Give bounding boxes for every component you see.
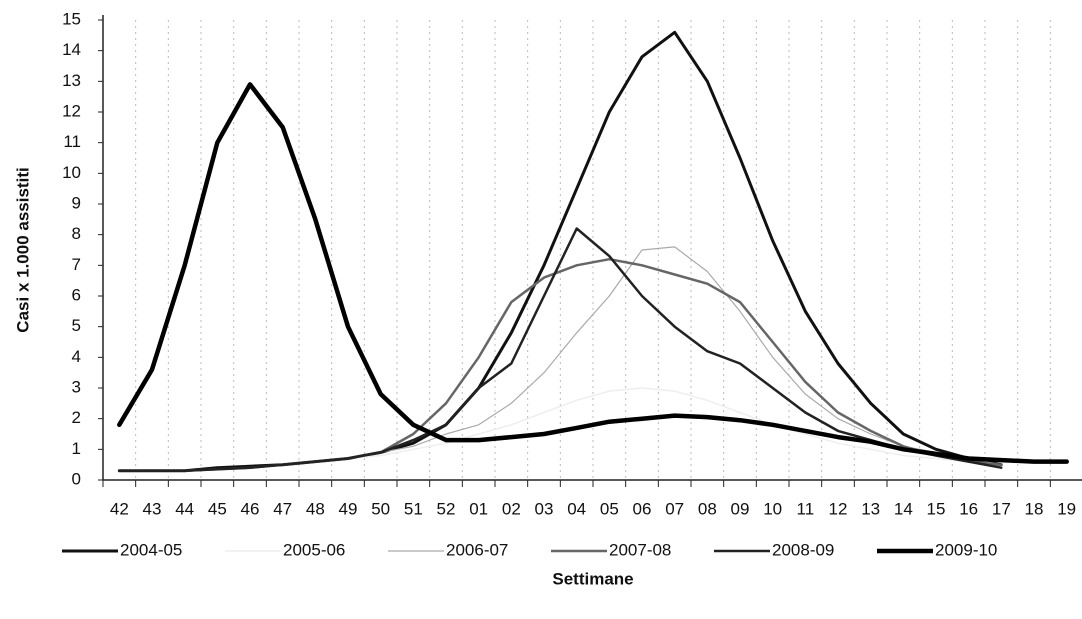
x-tick-label: 03 [535,499,554,518]
y-tick-label: 8 [72,224,81,243]
x-tick-label: 44 [175,499,194,518]
y-tick-label: 10 [62,163,81,182]
series-line [117,82,1069,464]
y-tick-label: 6 [72,285,81,304]
x-tick-label: 45 [208,499,227,518]
x-tick-label: 15 [927,499,946,518]
y-tick-label: 7 [72,255,81,274]
x-tick-label: 16 [959,499,978,518]
legend-label: 2007-08 [609,540,671,559]
y-tick-label: 15 [62,9,81,28]
x-tick-label: 47 [273,499,292,518]
y-tick-label: 2 [72,408,81,427]
x-tick-label: 17 [992,499,1011,518]
x-tick-label: 42 [110,499,129,518]
legend-label: 2009-10 [935,540,997,559]
x-tick-label: 13 [861,499,880,518]
y-tick-label: 9 [72,193,81,212]
legend-label: 2005-06 [283,540,345,559]
legend-label: 2006-07 [446,540,508,559]
x-axis-title: Settimane [552,569,633,588]
y-tick-label: 0 [72,469,81,488]
x-tick-label: 51 [404,499,423,518]
x-tick-label: 10 [763,499,782,518]
x-tick-label: 02 [502,499,521,518]
x-tick-label: 52 [437,499,456,518]
x-tick-label: 43 [143,499,162,518]
y-tick-label: 3 [72,377,81,396]
x-tick-label: 48 [306,499,325,518]
y-tick-label: 11 [63,132,81,151]
x-tick-label: 14 [894,499,913,518]
x-tick-label: 12 [829,499,848,518]
x-tick-label: 06 [633,499,652,518]
y-tick-label: 14 [62,40,81,59]
y-tick-label: 1 [72,439,81,458]
legend-label: 2004-05 [120,540,182,559]
x-tick-label: 19 [1057,499,1076,518]
x-tick-label: 46 [241,499,260,518]
y-axis-title: Casi x 1.000 assistiti [13,167,32,332]
series-line [118,246,1002,472]
x-tick-label: 07 [665,499,684,518]
y-tick-label: 12 [62,101,81,120]
legend-label: 2008-09 [772,540,834,559]
x-tick-label: 04 [567,499,586,518]
x-tick-label: 01 [469,499,488,518]
x-tick-label: 09 [731,499,750,518]
x-tick-label: 05 [600,499,619,518]
y-tick-label: 13 [62,71,81,90]
x-tick-label: 49 [339,499,358,518]
x-tick-label: 11 [797,499,815,518]
x-tick-label: 18 [1025,499,1044,518]
y-tick-label: 4 [72,347,81,366]
x-tick-label: 50 [371,499,390,518]
x-tick-label: 08 [698,499,717,518]
series-line [118,227,1003,473]
y-tick-label: 5 [72,316,81,335]
